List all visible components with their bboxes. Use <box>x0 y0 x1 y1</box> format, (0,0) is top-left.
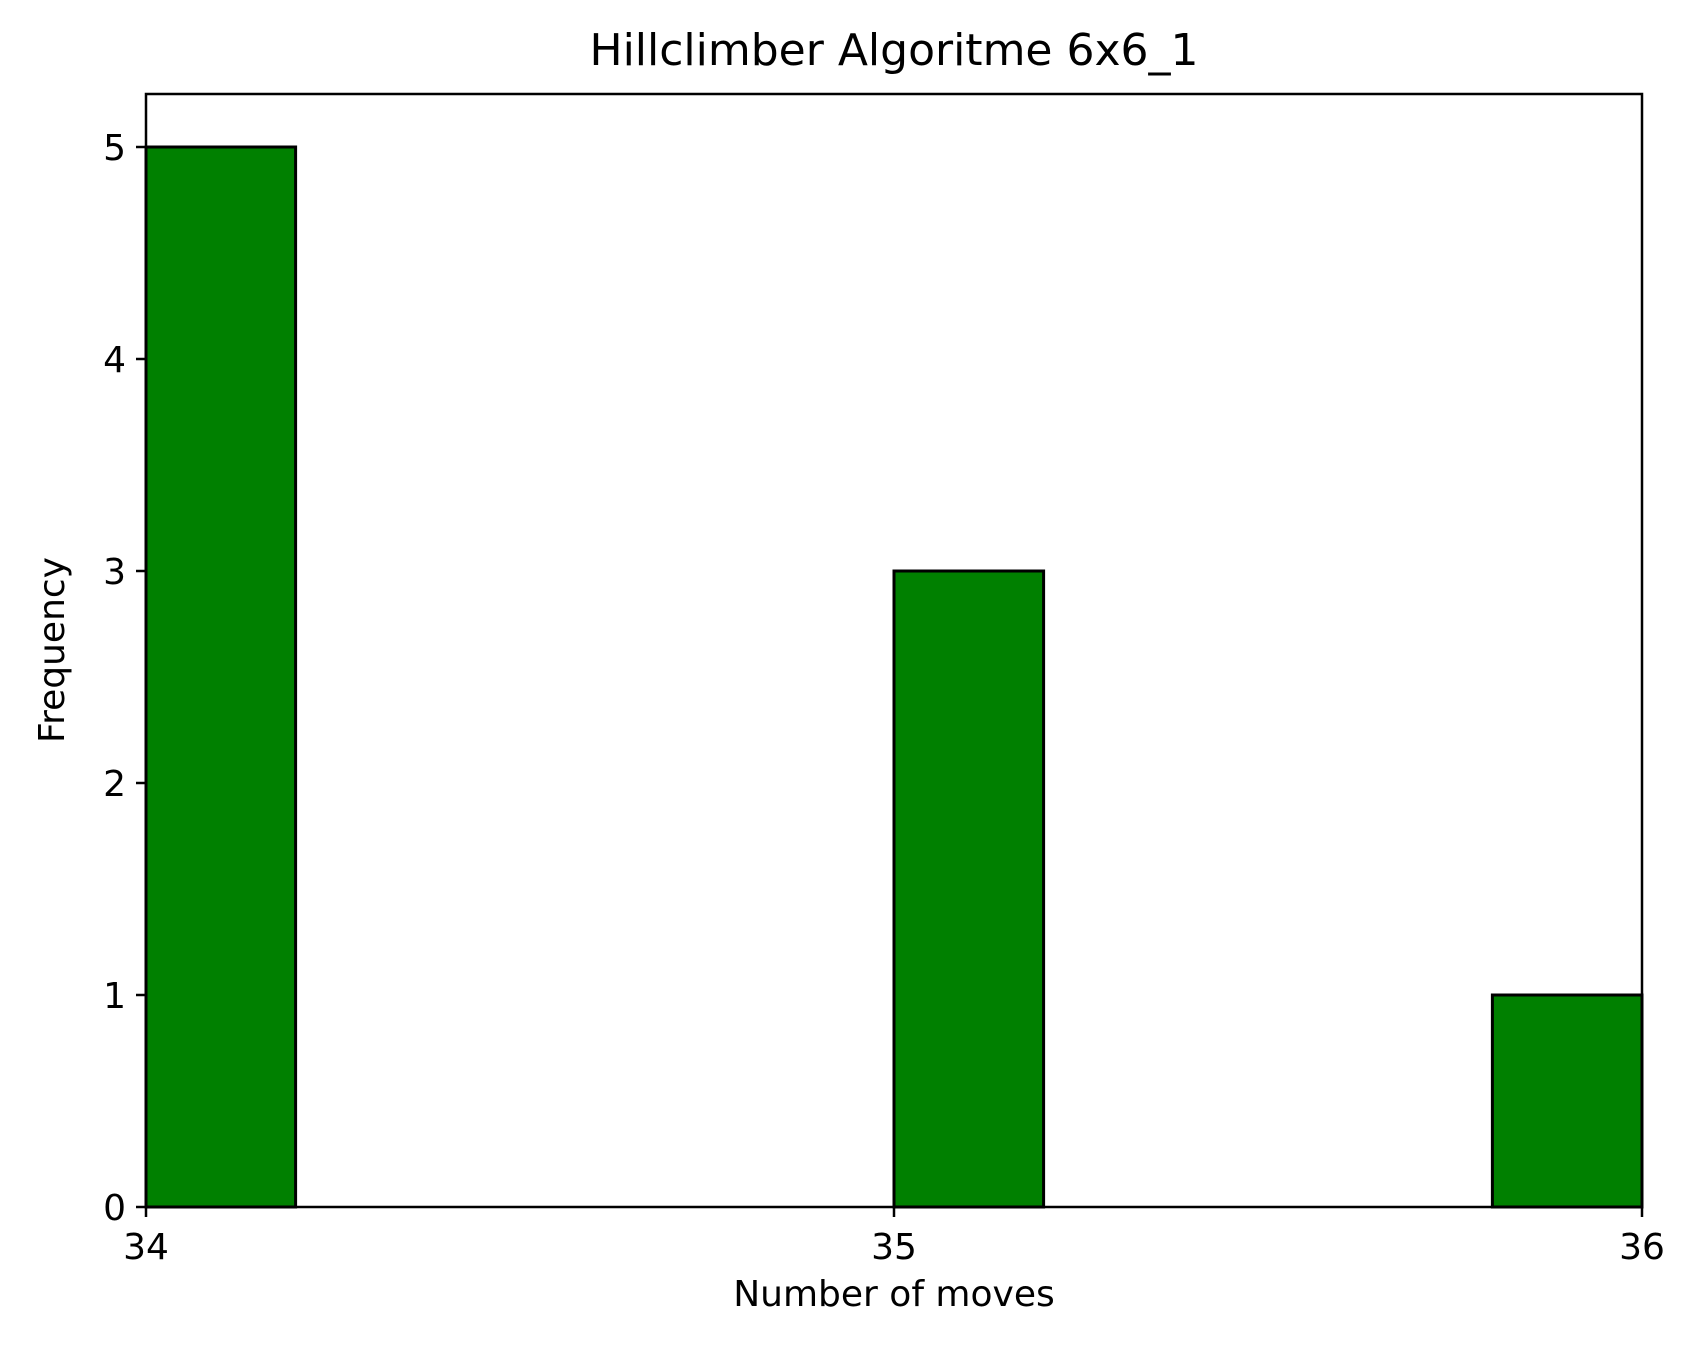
histogram-bar <box>892 569 1046 1209</box>
y-tick-label: 5 <box>103 128 126 169</box>
x-axis-ticks: 34 35 36 <box>123 1207 1665 1268</box>
y-tick-label: 0 <box>103 1188 126 1229</box>
bars-layer <box>144 145 1644 1209</box>
y-tick-label: 2 <box>103 764 126 805</box>
x-tick-label: 34 <box>123 1227 169 1268</box>
y-tick-label: 1 <box>103 976 126 1017</box>
y-axis-ticks: 0 1 2 3 4 5 <box>103 128 146 1229</box>
y-tick-label: 4 <box>103 340 126 381</box>
x-tick-label: 35 <box>871 1227 917 1268</box>
histogram-bar <box>1490 993 1644 1209</box>
histogram-bar <box>144 145 298 1209</box>
x-axis-label: Number of moves <box>733 1274 1055 1315</box>
y-axis-label: Frequency <box>32 557 73 743</box>
y-tick-label: 3 <box>103 552 126 593</box>
chart-title: Hillclimber Algoritme 6x6_1 <box>589 25 1198 76</box>
x-tick-label: 36 <box>1619 1227 1665 1268</box>
